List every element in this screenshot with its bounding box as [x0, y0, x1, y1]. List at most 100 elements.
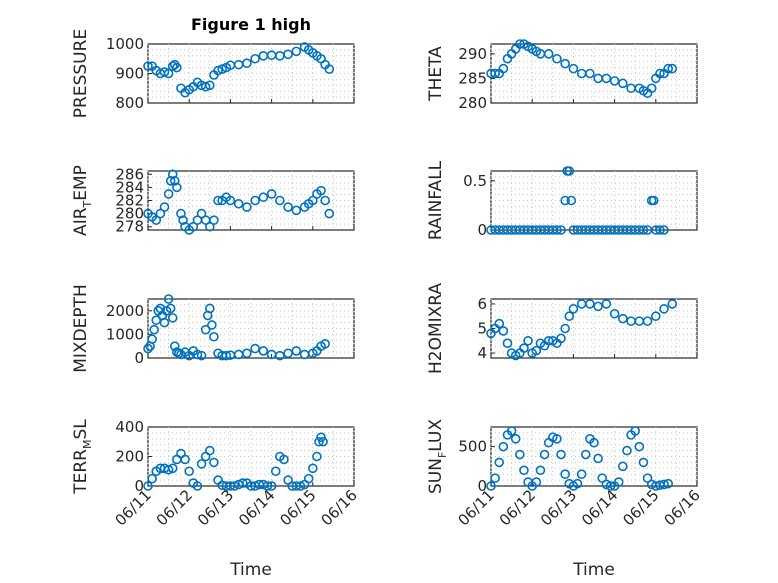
data-point [638, 457, 649, 468]
data-point [552, 225, 562, 235]
y-tick-label: 6 [477, 295, 487, 313]
y-axis-label: SUNFLUX [426, 419, 449, 494]
y-tick-label: 500 [458, 438, 487, 456]
y-axis-label: PRESSURE [71, 29, 91, 118]
data-point [566, 195, 577, 206]
data-point [192, 349, 203, 360]
data-point [229, 481, 240, 491]
y-tick-label: 285 [458, 69, 487, 87]
y-axis-label: TERRMSL [71, 419, 94, 495]
data-point [172, 182, 182, 193]
data-point [167, 61, 178, 71]
data-point [316, 432, 326, 443]
y-axis-label: MIXDEPTH [71, 284, 91, 373]
data-point [531, 477, 542, 487]
data-point [200, 81, 211, 92]
data-point [217, 64, 227, 74]
x-tick-label: 06/16 [661, 486, 704, 529]
data-point [605, 481, 616, 491]
data-point [279, 454, 289, 465]
data-point [589, 437, 599, 448]
data-point [275, 350, 285, 361]
data-point [258, 192, 269, 203]
data-point [552, 433, 562, 444]
y-tick-label: 0 [134, 477, 144, 495]
x-tick-label: 06/14 [578, 486, 621, 529]
data-point [593, 301, 603, 312]
data-point [155, 208, 166, 219]
data-point [543, 49, 554, 59]
data-point [543, 335, 554, 346]
data-point [580, 449, 591, 460]
data-point [572, 478, 583, 489]
x-tick-label: 06/11 [455, 486, 498, 529]
y-axis-label: THETA [426, 46, 446, 102]
y-axis-label: AIRTEMP [71, 165, 94, 236]
data-point [556, 333, 566, 344]
data-point [531, 345, 542, 356]
y-tick-label: 290 [458, 45, 487, 63]
data-point [283, 49, 293, 60]
data-point [165, 176, 176, 186]
data-point [291, 46, 302, 57]
data-point [151, 215, 162, 225]
data-point [165, 303, 176, 314]
data-point [324, 64, 335, 74]
data-point [221, 350, 232, 361]
data-point [147, 473, 157, 484]
data-point [295, 481, 306, 491]
y-tick-label: 280 [458, 94, 487, 112]
data-point [209, 331, 219, 342]
data-point [320, 339, 330, 349]
x-tick-label: 06/13 [537, 486, 580, 529]
data-point [568, 63, 579, 74]
data-point [266, 481, 277, 491]
data-point [178, 215, 188, 225]
subplot-h2omixra: 4 5 6 H2OMIXRA [426, 283, 698, 374]
y-tick-label: 400 [115, 418, 144, 436]
data-point [275, 195, 285, 206]
data-point [494, 457, 505, 468]
x-tick-label: 06/16 [318, 486, 361, 529]
data-point [169, 176, 180, 186]
x-axis-label-right: Time [572, 560, 615, 580]
data-point [556, 225, 566, 235]
data-point [250, 53, 260, 64]
data-point [539, 449, 550, 460]
data-point [535, 465, 546, 476]
data-point [159, 67, 170, 77]
data-point [655, 225, 665, 235]
data-point [184, 466, 194, 477]
data-point [149, 324, 159, 335]
data-point [262, 481, 273, 491]
data-point [196, 459, 207, 469]
data-point [576, 469, 587, 480]
data-point [515, 449, 525, 460]
data-point [250, 195, 260, 206]
data-point [167, 463, 178, 474]
data-point [585, 68, 595, 79]
data-point [601, 299, 612, 309]
subplot-pressure: 800 900 1000 PRESSURE [71, 29, 355, 118]
data-point [564, 311, 575, 322]
data-point [205, 445, 215, 456]
data-point [519, 343, 529, 353]
data-point [659, 304, 669, 314]
data-point [213, 65, 223, 76]
data-point [291, 346, 302, 356]
data-point [237, 478, 248, 488]
data-point [196, 350, 207, 361]
data-point [618, 313, 628, 324]
data-point [159, 202, 170, 212]
data-point [242, 348, 252, 359]
data-point [200, 324, 211, 335]
data-point [192, 481, 203, 491]
data-point [663, 63, 673, 74]
data-point [205, 80, 215, 91]
data-point [242, 202, 252, 212]
data-point [593, 453, 603, 464]
y-tick-label: 286 [115, 165, 144, 183]
